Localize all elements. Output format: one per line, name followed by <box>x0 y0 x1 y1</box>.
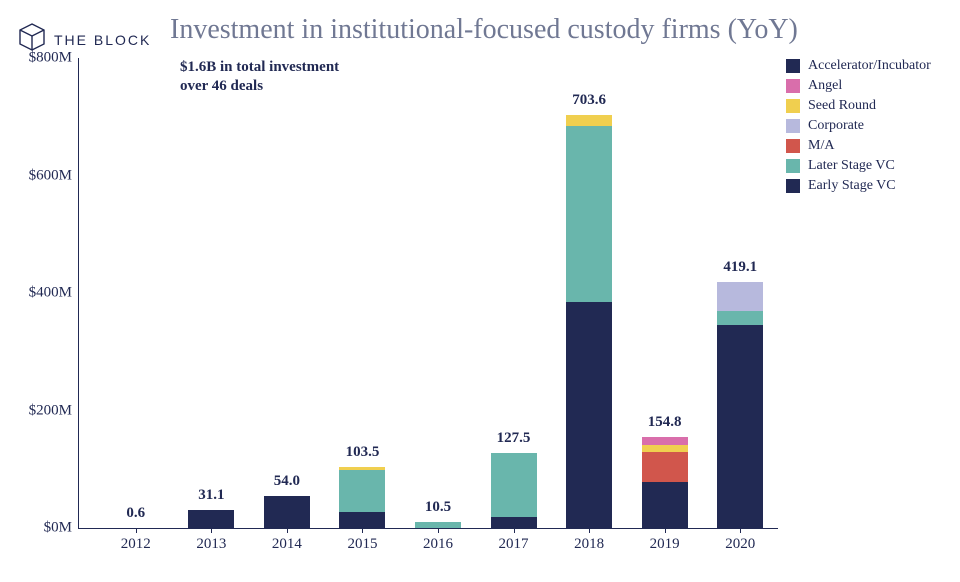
x-tick-mark <box>740 528 741 533</box>
bar-segment-corporate <box>717 282 763 311</box>
bar-segment-ma <box>642 452 688 483</box>
y-axis-line <box>78 58 79 528</box>
x-tick-mark <box>136 528 137 533</box>
legend-swatch <box>786 139 800 153</box>
bar-total-label: 54.0 <box>274 473 300 490</box>
x-tick-label: 2012 <box>106 536 166 553</box>
y-tick-label: $400M <box>12 285 72 302</box>
bar-segment-early_vc <box>642 482 688 528</box>
bar-total-label: 31.1 <box>198 487 224 504</box>
legend-swatch <box>786 99 800 113</box>
bar-segment-early_vc <box>566 302 612 528</box>
bar-segment-early_vc <box>717 325 763 528</box>
bar-group: 154.8 <box>642 437 688 528</box>
y-tick-label: $600M <box>12 167 72 184</box>
bar-total-label: 0.6 <box>126 505 145 522</box>
x-tick-label: 2013 <box>181 536 241 553</box>
x-tick-mark <box>665 528 666 533</box>
bar-segment-later_vc <box>339 470 385 512</box>
legend-label: Early Stage VC <box>808 178 896 194</box>
bar-total-label: 703.6 <box>572 92 606 109</box>
bar-segment-early_vc <box>491 517 537 528</box>
legend-swatch <box>786 59 800 73</box>
bar-segment-later_vc <box>717 311 763 325</box>
bar-segment-early_vc <box>339 512 385 528</box>
legend: Accelerator/Incubator Angel Seed Round Corp… <box>786 58 946 198</box>
legend-swatch <box>786 119 800 133</box>
x-tick-label: 2018 <box>559 536 619 553</box>
bar-group: 127.5 <box>491 453 537 528</box>
y-tick-label: $0M <box>12 520 72 537</box>
x-tick-label: 2015 <box>332 536 392 553</box>
bar-segment-later_vc <box>566 126 612 301</box>
legend-item: Corporate <box>786 118 946 134</box>
bar-group: 10.5 <box>415 522 461 528</box>
legend-label: Corporate <box>808 118 864 134</box>
legend-item: Accelerator/Incubator <box>786 58 946 74</box>
bar-total-label: 419.1 <box>723 259 757 276</box>
bar-total-label: 10.5 <box>425 499 451 516</box>
brand-name: THE BLOCK <box>54 32 151 48</box>
x-tick-label: 2014 <box>257 536 317 553</box>
bar-segment-angel <box>642 437 688 445</box>
x-tick-mark <box>287 528 288 533</box>
bar-segment-seed <box>566 115 612 127</box>
legend-label: Later Stage VC <box>808 158 895 174</box>
bar-group: 31.1 <box>188 510 234 528</box>
x-tick-mark <box>438 528 439 533</box>
legend-label: Accelerator/Incubator <box>808 58 931 74</box>
x-tick-mark <box>211 528 212 533</box>
chart-container: THE BLOCK Investment in institutional-fo… <box>0 0 960 582</box>
bar-total-label: 154.8 <box>648 414 682 431</box>
legend-item: Angel <box>786 78 946 94</box>
x-tick-label: 2017 <box>484 536 544 553</box>
bar-total-label: 103.5 <box>346 444 380 461</box>
legend-item: Later Stage VC <box>786 158 946 174</box>
x-tick-label: 2019 <box>635 536 695 553</box>
x-tick-mark <box>362 528 363 533</box>
legend-label: Seed Round <box>808 98 876 114</box>
legend-label: M/A <box>808 138 834 154</box>
bar-group: 703.6 <box>566 115 612 528</box>
bar-group: 54.0 <box>264 496 310 528</box>
legend-swatch <box>786 79 800 93</box>
y-tick-label: $800M <box>12 50 72 67</box>
bar-segment-seed <box>642 445 688 452</box>
y-tick-label: $200M <box>12 402 72 419</box>
bar-group: 103.5 <box>339 467 385 528</box>
bar-group: 419.1 <box>717 282 763 528</box>
bar-segment-later_vc <box>415 522 461 528</box>
bar-segment-early_vc <box>264 496 310 528</box>
x-tick-label: 2020 <box>710 536 770 553</box>
bar-segment-later_vc <box>491 453 537 517</box>
legend-item: M/A <box>786 138 946 154</box>
legend-label: Angel <box>808 78 842 94</box>
x-tick-mark <box>514 528 515 533</box>
x-tick-label: 2016 <box>408 536 468 553</box>
legend-swatch <box>786 179 800 193</box>
plot-area: $0M$200M$400M$600M$800M20120.6201331.120… <box>78 58 778 528</box>
bar-total-label: 127.5 <box>497 430 531 447</box>
legend-swatch <box>786 159 800 173</box>
legend-item: Seed Round <box>786 98 946 114</box>
x-tick-mark <box>589 528 590 533</box>
chart-title: Investment in institutional-focused cust… <box>170 14 798 46</box>
bar-segment-early_vc <box>188 510 234 528</box>
x-axis-line <box>78 528 778 529</box>
legend-item: Early Stage VC <box>786 178 946 194</box>
